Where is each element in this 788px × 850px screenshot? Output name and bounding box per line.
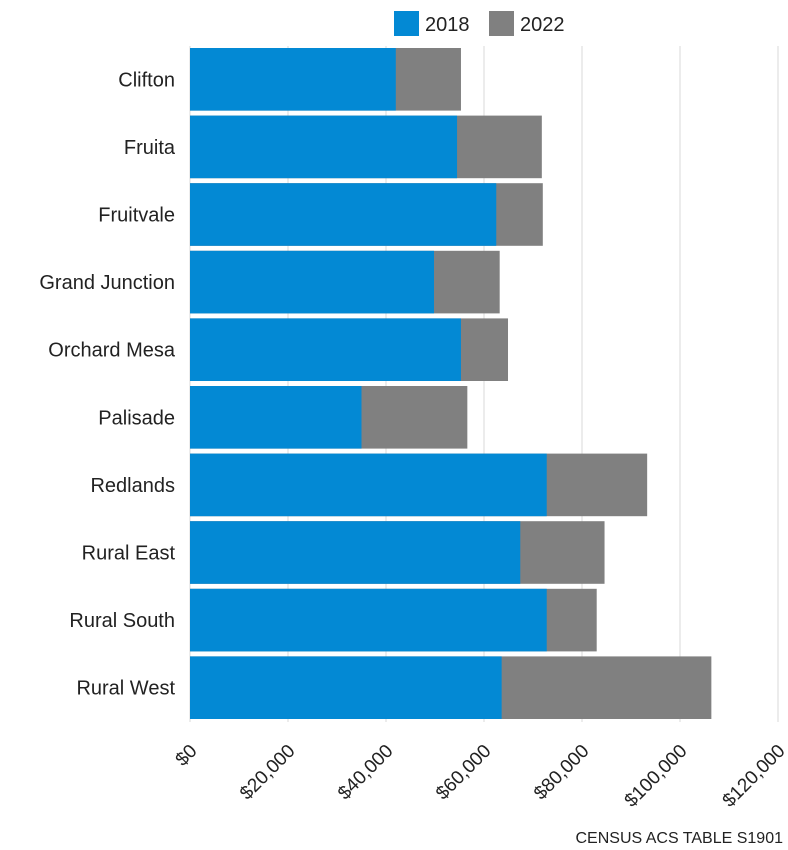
x-tick-label: $100,000 bbox=[621, 741, 692, 812]
bar-2018 bbox=[190, 588, 547, 652]
x-tick-labels: $0 $20,000 $40,000 $60,000 $80,000 $100,000 $1… bbox=[172, 741, 788, 812]
legend: 2018 2022 bbox=[394, 11, 565, 36]
category-label: Palisade bbox=[98, 407, 175, 429]
x-tick-label: $80,000 bbox=[530, 741, 593, 804]
category-label: Rural South bbox=[69, 610, 175, 632]
category-label: Fruitvale bbox=[98, 205, 175, 227]
x-tick-label: $60,000 bbox=[432, 741, 495, 804]
bar-2018 bbox=[190, 250, 435, 314]
bar-2018 bbox=[190, 521, 521, 584]
legend-label-2022: 2022 bbox=[520, 14, 565, 36]
bar-2018 bbox=[190, 656, 502, 719]
category-label: Grand Junction bbox=[39, 272, 175, 294]
category-label: Orchard Mesa bbox=[48, 340, 176, 362]
bar-2018 bbox=[190, 115, 458, 179]
bar-2018 bbox=[190, 318, 461, 381]
bars bbox=[190, 48, 712, 719]
legend-swatch-2022 bbox=[489, 11, 514, 36]
category-label: Rural East bbox=[82, 543, 176, 565]
category-label: Fruita bbox=[124, 137, 176, 159]
bar-2018 bbox=[190, 183, 497, 246]
legend-swatch-2018 bbox=[394, 11, 419, 36]
bar-2018 bbox=[190, 48, 396, 111]
bar-2018 bbox=[190, 386, 362, 449]
source-note: CENSUS ACS TABLE S1901 bbox=[575, 830, 783, 847]
x-tick-label: $20,000 bbox=[236, 741, 299, 804]
legend-label-2018: 2018 bbox=[425, 14, 470, 36]
category-label: Rural West bbox=[76, 678, 175, 700]
x-tick-label: $0 bbox=[172, 741, 202, 771]
category-label: Redlands bbox=[90, 475, 175, 497]
bar-2018 bbox=[190, 453, 547, 517]
x-tick-label: $120,000 bbox=[719, 741, 788, 812]
category-label: Clifton bbox=[118, 69, 175, 91]
x-tick-label: $40,000 bbox=[334, 741, 397, 804]
category-labels: Clifton Fruita Fruitvale Grand Junction Orch… bbox=[39, 69, 176, 699]
